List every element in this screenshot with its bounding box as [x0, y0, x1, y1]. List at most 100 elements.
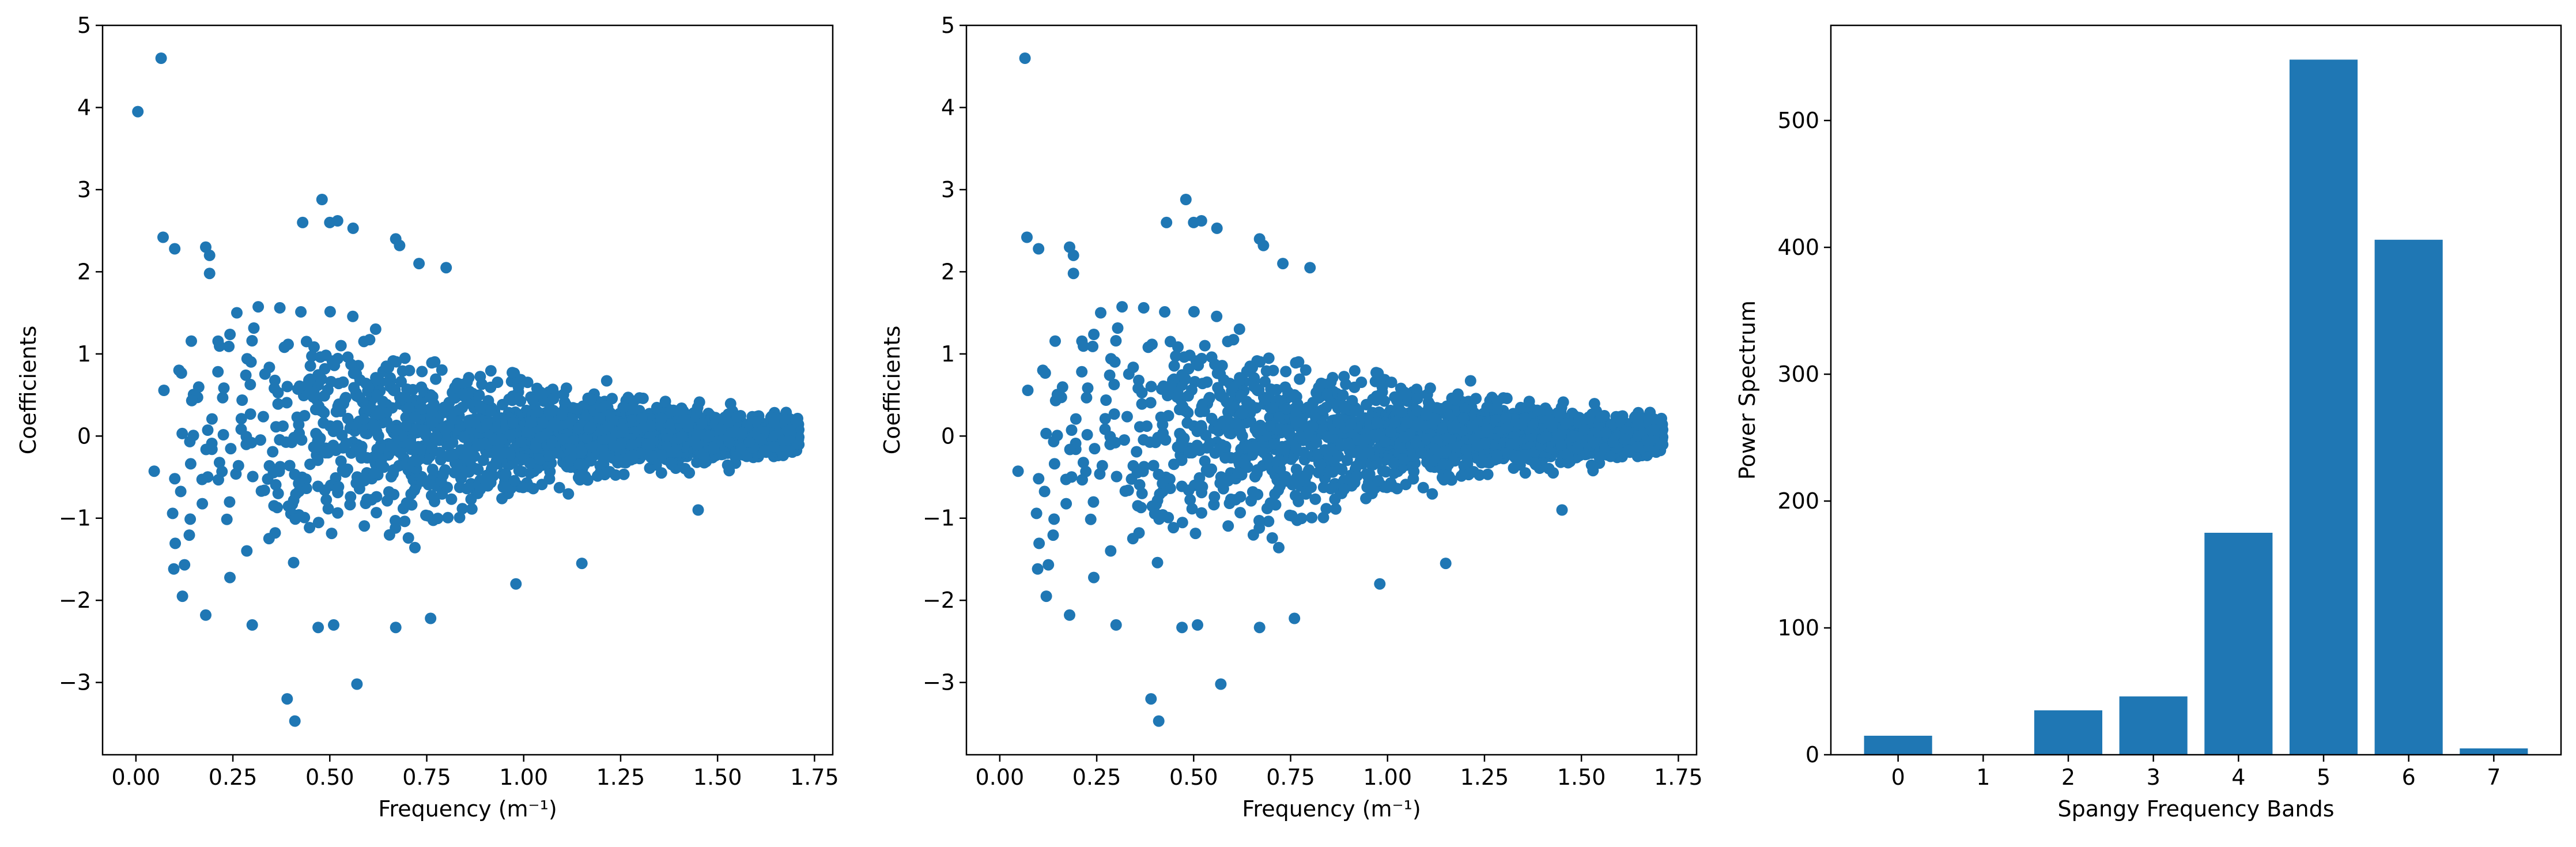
y-tick-label: 1: [77, 341, 91, 367]
scatter-point: [1385, 377, 1397, 389]
scatter-point: [1320, 503, 1332, 515]
scatter-point: [527, 394, 539, 406]
scatter-point: [257, 411, 269, 423]
scatter-point: [617, 423, 629, 434]
scatter-point: [1049, 394, 1062, 406]
scatter-point: [221, 513, 233, 525]
scatter-point: [202, 424, 214, 436]
scatter-point: [456, 503, 469, 515]
y-tick-label: 100: [1777, 615, 1819, 641]
scatter-point: [655, 412, 667, 424]
scatter-point: [521, 426, 533, 438]
scatter-point: [598, 453, 609, 465]
y-tick-label: 500: [1777, 108, 1819, 133]
scatter-point: [291, 411, 303, 423]
scatter-point: [1121, 411, 1133, 423]
scatter-point: [1168, 360, 1180, 372]
scatter-point: [438, 401, 450, 413]
scatter-point: [1253, 622, 1266, 634]
scatter-point: [402, 532, 414, 544]
scatter-point: [413, 258, 425, 270]
scatter-point: [1278, 443, 1290, 456]
scatter-point: [1378, 395, 1391, 407]
scatter-point: [1578, 424, 1591, 436]
scatter-point: [1622, 445, 1634, 457]
scatter-point: [1300, 364, 1312, 376]
scatter-point: [1033, 537, 1045, 549]
scatter-point: [588, 441, 600, 453]
x-tick-label: 1.25: [596, 765, 645, 790]
scatter-point: [1481, 401, 1493, 413]
scatter-point: [1556, 504, 1568, 516]
scatter-point: [212, 366, 224, 378]
scatter-point: [1349, 365, 1361, 377]
scatter-point: [1151, 556, 1164, 569]
scatter-point: [620, 457, 632, 469]
scatter-point: [532, 406, 544, 418]
scatter-point: [184, 435, 196, 447]
y-tick-label: 300: [1777, 362, 1819, 387]
scatter-point: [213, 457, 225, 469]
scatter-point: [1237, 408, 1249, 420]
scatter-point: [1282, 424, 1294, 436]
y-axis-label: Coefficients: [879, 326, 905, 455]
scatter-point: [546, 438, 558, 449]
scatter-point: [382, 495, 393, 507]
bar-band-2: [2034, 710, 2102, 755]
x-tick-label: 4: [2231, 765, 2245, 790]
scatter-point: [331, 215, 343, 227]
scatter-point: [1105, 545, 1117, 557]
scatter-point: [1290, 357, 1302, 369]
scatter-point: [1595, 411, 1607, 423]
scatter-point: [235, 413, 247, 425]
scatter-point: [1145, 381, 1157, 393]
scatter-point: [1654, 415, 1666, 427]
scatter-point: [272, 487, 284, 499]
scatter-point: [562, 420, 574, 432]
scatter-point: [1327, 372, 1339, 383]
scatter-point: [1301, 469, 1313, 481]
scatter-point: [463, 372, 475, 383]
x-tick-label: 0.00: [112, 765, 161, 790]
scatter-point: [301, 379, 313, 391]
scatter-point: [351, 678, 363, 690]
scatter-point: [525, 416, 537, 428]
scatter-point: [1303, 425, 1315, 437]
scatter-point: [1196, 400, 1208, 412]
scatter-point: [380, 360, 392, 372]
scatter-point: [1255, 424, 1267, 436]
scatter-point: [1398, 386, 1410, 398]
scatter-point: [1239, 458, 1251, 469]
scatter-point: [1270, 499, 1282, 511]
scatter-point: [1177, 400, 1189, 412]
scatter-point: [1110, 335, 1122, 347]
scatter-point: [1363, 447, 1376, 459]
scatter-point: [186, 335, 197, 347]
scatter-point: [186, 394, 198, 406]
scatter-point: [1519, 412, 1531, 424]
scatter-point: [1505, 438, 1517, 450]
scatter-point: [1290, 464, 1302, 476]
scatter-point: [628, 395, 640, 407]
bar-band-7: [2460, 748, 2528, 755]
scatter-point: [463, 466, 475, 478]
scatter-point: [606, 393, 618, 405]
scatter-point: [1233, 323, 1245, 335]
scatter-point: [409, 484, 421, 496]
y-tick-label: 4: [77, 95, 91, 120]
scatter-point: [1449, 421, 1461, 434]
x-tick-label: 1.75: [790, 765, 839, 790]
scatter-point: [1398, 453, 1410, 465]
scatter-point: [132, 106, 144, 118]
plot-frame: [1830, 24, 2562, 756]
scatter-point: [1067, 268, 1079, 280]
scatter-point: [1252, 464, 1264, 476]
x-tick-label: 0.75: [1266, 765, 1315, 790]
scatter-point: [524, 467, 537, 479]
scatter-point: [1338, 475, 1350, 487]
scatter-point: [175, 485, 187, 498]
scatter-point: [399, 515, 411, 528]
x-tick-label: 6: [2402, 765, 2416, 790]
scatter-point: [1080, 465, 1092, 477]
